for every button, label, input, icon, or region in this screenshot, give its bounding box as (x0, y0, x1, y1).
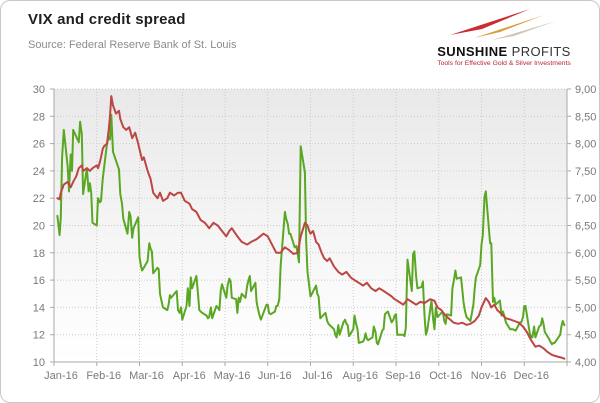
y-right-tick-label: 5,50 (575, 275, 596, 287)
x-tick-label: Aug-16 (343, 370, 378, 382)
series-line-credit-spread (56, 95, 566, 360)
y-left-tick-label: 10 (33, 357, 45, 369)
page-title: VIX and credit spread (28, 11, 186, 28)
x-tick-label: Dec-16 (514, 370, 549, 382)
logo-tagline: Tools for Effective Gold & Silver Invest… (437, 60, 571, 67)
y-right-tick-label: 6,50 (575, 221, 596, 233)
y-left-tick-label: 30 (33, 84, 45, 96)
series-line-vix (56, 113, 566, 346)
x-tick-label: Nov-16 (471, 370, 506, 382)
x-tick-label: Jul-16 (303, 370, 333, 382)
x-tick-label: Sep-16 (385, 370, 420, 382)
x-tick-label: Oct-16 (429, 370, 462, 382)
logo-name-bold: SUNSHINE (437, 44, 508, 59)
logo-arrow-red (450, 9, 530, 35)
y-left-tick-label: 12 (33, 330, 45, 342)
y-right-tick-label: 9,00 (575, 84, 596, 96)
y-left-tick-label: 14 (33, 302, 45, 314)
x-tick-label: Feb-16 (86, 370, 121, 382)
y-right-tick-label: 6,00 (575, 248, 596, 260)
logo-wordmark: SUNSHINE PROFITS (423, 44, 585, 59)
y-left-tick-label: 22 (33, 193, 45, 205)
y-left-tick-label: 20 (33, 221, 45, 233)
logo-name-light: PROFITS (507, 44, 571, 59)
y-right-tick-label: 7,00 (575, 193, 596, 205)
y-left-tick-label: 16 (33, 275, 45, 287)
x-tick-label: Jun-16 (258, 370, 292, 382)
y-right-tick-label: 4,00 (575, 357, 596, 369)
y-left-tick-label: 18 (33, 248, 45, 260)
source-note: Source: Federal Reserve Bank of St. Loui… (28, 39, 237, 51)
y-right-tick-label: 4,50 (575, 330, 596, 342)
y-right-tick-label: 8,00 (575, 139, 596, 151)
y-left-tick-label: 28 (33, 111, 45, 123)
logo-arrow-gray (492, 21, 556, 40)
y-left-tick-label: 26 (33, 139, 45, 151)
y-right-tick-label: 7,50 (575, 166, 596, 178)
y-left-tick-label: 24 (33, 166, 45, 178)
x-tick-label: Apr-16 (173, 370, 206, 382)
logo-arrow-gold (474, 15, 544, 38)
x-tick-label: Mar-16 (129, 370, 164, 382)
x-tick-label: Jan-16 (44, 370, 78, 382)
logo-arrows-icon (450, 9, 556, 40)
y-right-tick-label: 8,50 (575, 111, 596, 123)
x-tick-label: May-16 (214, 370, 251, 382)
sunshine-profits-logo: SUNSHINE PROFITS Tools for Effective Gol… (423, 7, 585, 67)
y-right-tick-label: 5,00 (575, 302, 596, 314)
